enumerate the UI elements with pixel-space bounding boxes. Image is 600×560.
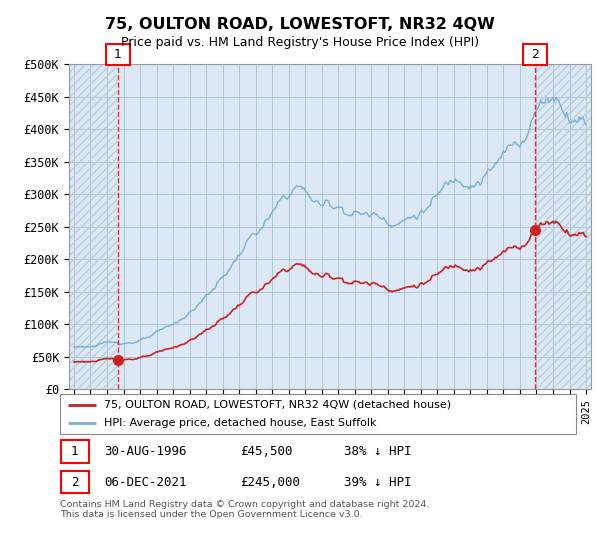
Text: Price paid vs. HM Land Registry's House Price Index (HPI): Price paid vs. HM Land Registry's House … [121,36,479,49]
Text: HPI: Average price, detached house, East Suffolk: HPI: Average price, detached house, East… [104,418,376,428]
Text: 2: 2 [531,48,539,61]
Text: £245,000: £245,000 [241,475,301,489]
Text: 75, OULTON ROAD, LOWESTOFT, NR32 4QW: 75, OULTON ROAD, LOWESTOFT, NR32 4QW [105,17,495,32]
Text: £45,500: £45,500 [241,445,293,458]
Text: 06-DEC-2021: 06-DEC-2021 [104,475,187,489]
Text: 75, OULTON ROAD, LOWESTOFT, NR32 4QW (detached house): 75, OULTON ROAD, LOWESTOFT, NR32 4QW (de… [104,400,451,409]
FancyBboxPatch shape [523,44,547,65]
Text: Contains HM Land Registry data © Crown copyright and database right 2024.
This d: Contains HM Land Registry data © Crown c… [60,500,430,519]
FancyBboxPatch shape [61,471,89,493]
Text: 39% ↓ HPI: 39% ↓ HPI [344,475,412,489]
Text: 30-AUG-1996: 30-AUG-1996 [104,445,187,458]
FancyBboxPatch shape [61,440,89,463]
Text: 1: 1 [71,445,78,458]
Text: 2: 2 [71,475,78,489]
Text: 1: 1 [114,48,122,61]
FancyBboxPatch shape [106,44,130,65]
Text: 38% ↓ HPI: 38% ↓ HPI [344,445,412,458]
